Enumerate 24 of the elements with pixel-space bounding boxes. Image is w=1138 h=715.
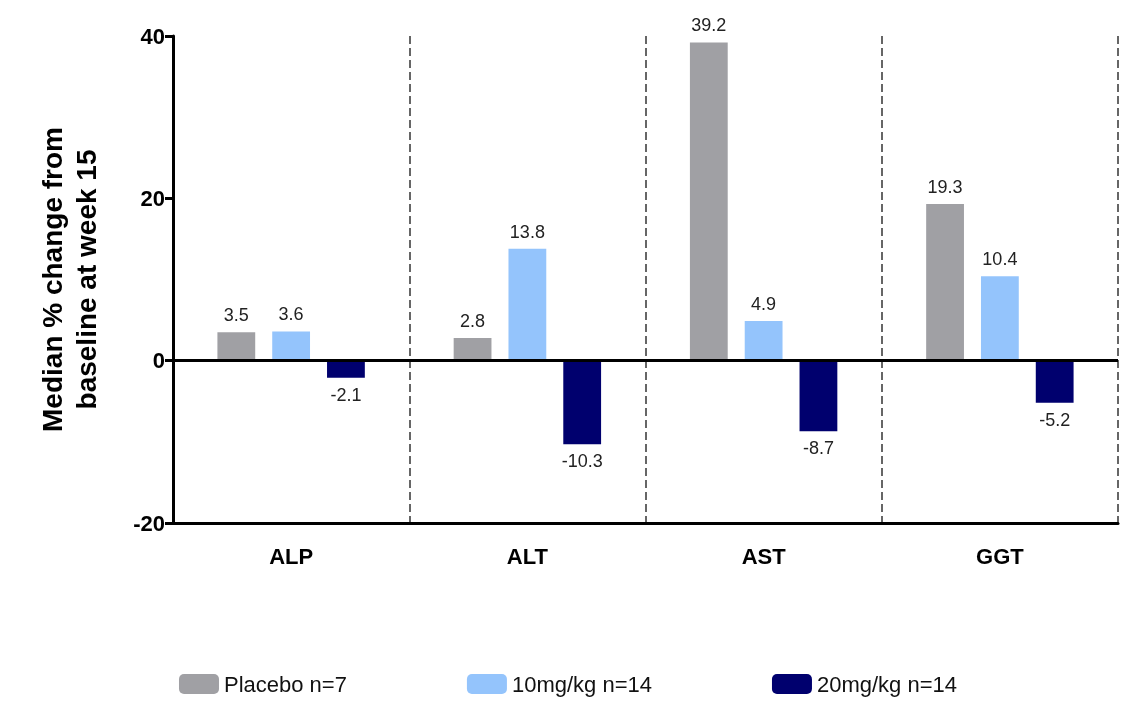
legend-label: 10mg/kg n=14 [511, 671, 652, 697]
data-label: 39.2 [691, 15, 727, 36]
x-tick-label: GGT [976, 543, 1025, 569]
data-label: 3.5 [223, 305, 249, 326]
data-label: 4.9 [751, 293, 777, 314]
data-label: 3.6 [278, 304, 304, 325]
legend-label: 20mg/kg n=14 [816, 671, 958, 697]
y-tick-label: 0 [152, 348, 165, 374]
x-tick-label: ALP [269, 543, 314, 569]
data-label: 13.8 [509, 221, 545, 242]
data-label: 19.3 [927, 177, 963, 198]
x-tick-label: ALT [506, 543, 549, 569]
data-label: -2.1 [330, 384, 362, 405]
y-axis-title: Median % change from baseline at week 15 [36, 127, 102, 432]
data-label: 2.8 [460, 310, 486, 331]
y-tick-label: -20 [133, 510, 165, 536]
y-tick-label: 40 [140, 23, 165, 49]
data-label: 10.4 [982, 249, 1018, 270]
y-tick-label: 20 [140, 185, 165, 211]
data-label: -10.3 [561, 451, 603, 472]
data-label: -5.2 [1039, 409, 1071, 430]
data-label: -8.7 [802, 438, 834, 459]
legend-label: Placebo n=7 [223, 671, 347, 697]
x-tick-label: AST [741, 543, 787, 569]
